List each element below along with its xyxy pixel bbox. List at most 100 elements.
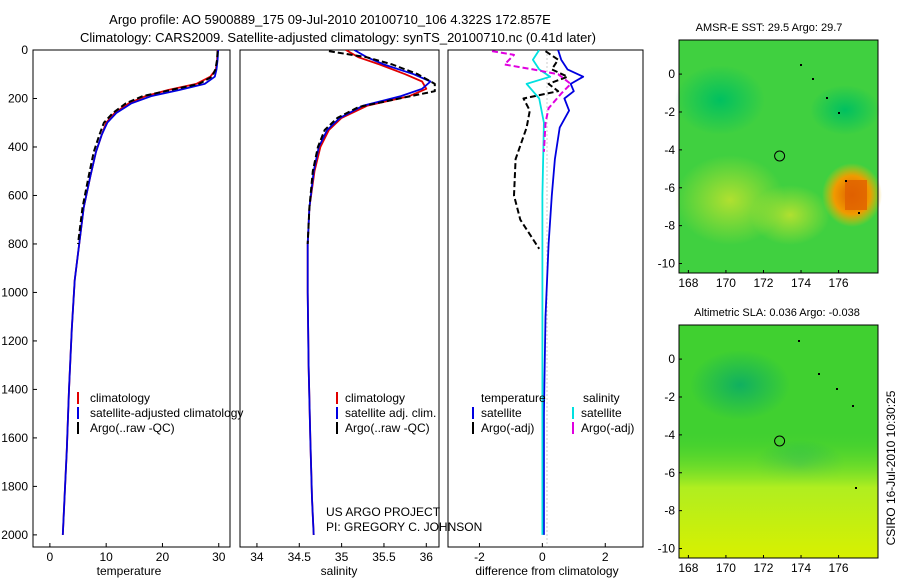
legend-label-sal-argo: Argo(-adj) xyxy=(581,421,634,435)
xtick-label: 30 xyxy=(212,550,226,564)
ytick-label: 1400 xyxy=(1,382,28,396)
legend-header-salinity: salinity xyxy=(583,391,620,405)
sst-warm-patch xyxy=(750,185,830,245)
sla-southern-band xyxy=(679,430,878,558)
xtick-label: -2 xyxy=(474,550,485,564)
series-line xyxy=(306,50,432,535)
csiro-timestamp: CSIRO 16-Jul-2010 10:30:25 xyxy=(884,390,898,545)
legend-label-satellite: satellite-adjusted climatology xyxy=(90,406,243,420)
ytick-label: -2 xyxy=(664,105,675,119)
ytick-label: 600 xyxy=(8,188,28,202)
legend-label-argo: Argo(..raw -QC) xyxy=(345,421,430,435)
ytick-label: 0 xyxy=(668,67,675,81)
xtick-label: 35 xyxy=(335,550,349,564)
ytick-label: -6 xyxy=(664,466,675,480)
xtick-label: 36 xyxy=(420,550,434,564)
ytick-label: -10 xyxy=(658,257,676,271)
legend-label-argo: Argo(..raw -QC) xyxy=(90,421,175,435)
xtick-label: 2 xyxy=(602,550,609,564)
ytick-label: 2000 xyxy=(1,528,28,542)
xtick-label: 174 xyxy=(791,276,811,290)
temperature-axes-frame xyxy=(32,49,231,548)
series-line xyxy=(525,50,552,535)
legend-label-climatology: climatology xyxy=(90,391,150,405)
ytick-label: 800 xyxy=(8,237,28,251)
xtick-label: 176 xyxy=(829,561,849,575)
xtick-label: 168 xyxy=(678,561,698,575)
argo-position-marker xyxy=(774,435,786,447)
ytick-label: -4 xyxy=(664,428,675,442)
figure-title-line1: Argo profile: AO 5900889_175 09-Jul-2010… xyxy=(109,12,551,27)
sst-map-field xyxy=(675,40,882,273)
series-line xyxy=(61,50,219,535)
ytick-label: -4 xyxy=(664,143,675,157)
legend-label-sal-satellite: satellite xyxy=(581,406,622,420)
ytick-label: -10 xyxy=(658,542,676,556)
ytick-label: -8 xyxy=(664,219,675,233)
sla-cool-patch xyxy=(690,350,790,420)
temperature-xlabel: temperature xyxy=(97,564,162,578)
island-marks xyxy=(798,340,857,489)
sst-map-frame xyxy=(678,39,879,274)
sst-cool-patch xyxy=(675,65,765,135)
legend-label-temp-satellite: satellite xyxy=(481,406,522,420)
series-line xyxy=(306,50,436,245)
ytick-label: -6 xyxy=(664,181,675,195)
ytick-label: 0 xyxy=(668,352,675,366)
argo-position-marker xyxy=(774,150,786,162)
xtick-label: 35.5 xyxy=(372,550,396,564)
depth-axis-ticks: 0 200 400 600 800 1000 1200 1400 1600 1800 2000 xyxy=(1,43,37,542)
xtick-label: 172 xyxy=(753,561,773,575)
sla-map-ticks: 168 170 172 174 176 0 -2 -4 -6 -8 -10 xyxy=(658,352,849,575)
difference-xlabel: difference from climatology xyxy=(475,564,618,578)
xtick-label: 170 xyxy=(716,561,736,575)
ytick-label: -8 xyxy=(664,504,675,518)
difference-axis-ticks: -2 0 2 xyxy=(474,543,609,564)
project-credit-line2: PI: GREGORY C. JOHNSON xyxy=(326,520,482,534)
xtick-label: 0 xyxy=(47,550,54,564)
salinity-series xyxy=(306,50,436,535)
series-line xyxy=(61,50,220,535)
salinity-legend: climatology satellite adj. clim. Argo(..… xyxy=(336,391,436,435)
sst-hot-core xyxy=(845,180,867,210)
xtick-label: 172 xyxy=(753,276,773,290)
temperature-legend: climatology satellite-adjusted climatolo… xyxy=(77,391,243,435)
series-line xyxy=(543,50,585,535)
ytick-label: 200 xyxy=(8,91,28,105)
xtick-label: 176 xyxy=(829,276,849,290)
series-line xyxy=(491,50,572,152)
ytick-label: 400 xyxy=(8,140,28,154)
difference-legend: temperature salinity satellite Argo(-adj… xyxy=(472,391,634,435)
sst-map-ticks: 168 170 172 174 176 0 -2 -4 -6 -8 -10 xyxy=(658,67,849,290)
ytick-label: 1000 xyxy=(1,285,28,299)
sla-map-title: Altimetric SLA: 0.036 Argo: -0.038 xyxy=(694,307,860,319)
xtick-label: 174 xyxy=(791,561,811,575)
xtick-label: 20 xyxy=(156,550,170,564)
temperature-series xyxy=(61,50,220,535)
legend-label-satellite: satellite adj. clim. xyxy=(345,406,436,420)
ytick-label: 1800 xyxy=(1,479,28,493)
salinity-axes-frame xyxy=(239,49,440,548)
xtick-label: 168 xyxy=(678,276,698,290)
series-line xyxy=(306,50,428,535)
legend-label-temp-argo: Argo(-adj) xyxy=(481,421,534,435)
legend-header-temperature: temperature xyxy=(481,391,546,405)
ytick-label: 0 xyxy=(21,43,28,57)
salinity-xlabel: salinity xyxy=(321,564,358,578)
ytick-label: -2 xyxy=(664,390,675,404)
temperature-axis-ticks: 0 10 20 30 xyxy=(47,543,226,564)
series-line xyxy=(513,50,569,250)
difference-axes-frame xyxy=(447,49,644,548)
ytick-label: 1200 xyxy=(1,334,28,348)
sla-map-field xyxy=(679,325,878,558)
difference-series xyxy=(491,50,585,535)
salinity-axis-ticks: 34 34.5 35 35.5 36 xyxy=(250,543,433,564)
sst-cool-patch xyxy=(810,85,880,135)
xtick-label: 34 xyxy=(250,550,264,564)
xtick-label: 170 xyxy=(716,276,736,290)
xtick-label: 10 xyxy=(99,550,113,564)
island-marks xyxy=(800,64,860,214)
series-line xyxy=(77,51,219,245)
legend-label-climatology: climatology xyxy=(345,391,405,405)
